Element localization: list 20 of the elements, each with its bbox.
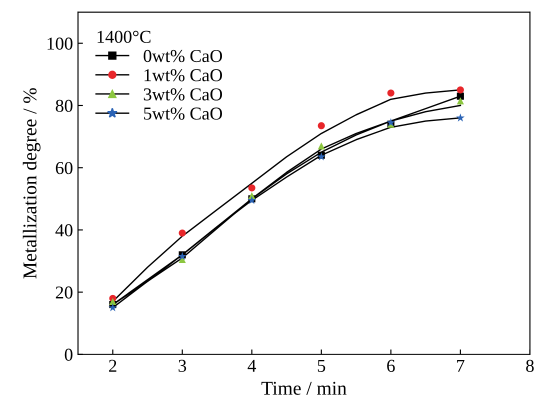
legend-title: 1400°C: [98, 30, 150, 43]
x-tick-label: 8: [526, 360, 534, 372]
y-tick-label: 20: [56, 286, 72, 299]
x-tick-label: 6: [387, 360, 395, 372]
x-tick-label: 7: [457, 360, 464, 372]
y-tick-label: 80: [56, 100, 72, 112]
legend-label: 5wt% CaO: [144, 107, 222, 120]
y-tick-label: 60: [56, 162, 72, 174]
x-tick-label: 5: [318, 360, 326, 372]
x-tick-label: 2: [109, 360, 116, 372]
x-tick-label: 4: [248, 360, 256, 372]
legend-label: 1wt% CaO: [144, 69, 222, 82]
y-tick-label: 0: [64, 348, 72, 361]
y-tick-label: 40: [55, 224, 72, 236]
legend-label: 3wt% CaO: [144, 88, 222, 101]
y-tick-label: 100: [48, 38, 72, 50]
x-tick-label: 3: [178, 360, 186, 372]
y-axis-title: Metallization degree / %: [22, 88, 41, 279]
x-axis-title: Time / min: [261, 382, 347, 395]
legend-label: 0wt% CaO: [144, 50, 222, 62]
